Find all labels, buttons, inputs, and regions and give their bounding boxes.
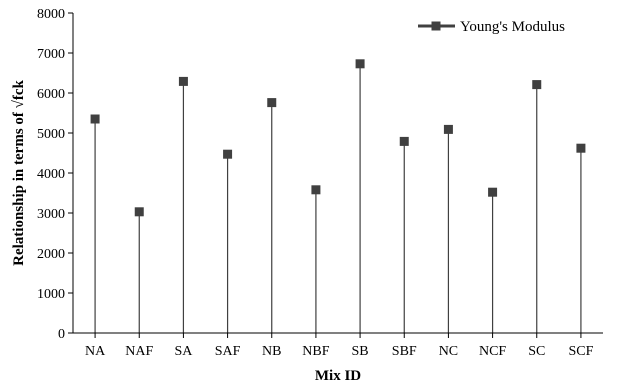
- data-stems: [94, 63, 582, 333]
- y-tick-label: 5000: [37, 127, 65, 142]
- x-tick-label: NA: [85, 344, 106, 359]
- y-axis-ticks: 0 1000 2000 3000 4000 5000 6000 7000 8000: [37, 7, 73, 342]
- y-tick-label: 0: [58, 327, 65, 342]
- data-point-marker: [355, 59, 365, 69]
- data-markers: [90, 59, 586, 217]
- x-tick-label: NB: [262, 344, 281, 359]
- x-tick-label: SB: [352, 344, 369, 359]
- data-point-marker: [532, 80, 542, 90]
- data-point-marker: [134, 207, 144, 217]
- data-point-marker: [576, 143, 586, 153]
- data-point-marker: [90, 114, 100, 124]
- x-tick-label: NAF: [125, 344, 153, 359]
- x-tick-label: NBF: [302, 344, 329, 359]
- x-axis-title: Mix ID: [315, 368, 361, 384]
- y-tick-label: 1000: [37, 287, 65, 302]
- x-tick-label: SBF: [392, 344, 417, 359]
- data-point-marker: [399, 136, 409, 146]
- x-tick-label: SC: [528, 344, 545, 359]
- y-tick-label: 7000: [37, 47, 65, 62]
- x-tick-label: SAF: [215, 344, 241, 359]
- x-axis-ticks: NA NAF SA SAF NB NBF SB SBF NC NCF SC SCF: [85, 333, 594, 359]
- x-tick-label: NC: [439, 344, 458, 359]
- y-axis-title: Relationship in terms of √fck: [11, 79, 27, 265]
- data-point-marker: [267, 98, 277, 108]
- x-tick-label: SCF: [568, 344, 593, 359]
- data-point-marker: [178, 76, 188, 86]
- data-point-marker: [311, 185, 321, 195]
- legend-marker: [431, 21, 441, 31]
- y-tick-label: 4000: [37, 167, 65, 182]
- y-tick-label: 6000: [37, 87, 65, 102]
- x-tick-label: SA: [174, 344, 193, 359]
- y-tick-label: 8000: [37, 7, 65, 22]
- legend-label: Young's Modulus: [460, 19, 565, 35]
- data-point-marker: [223, 149, 233, 159]
- data-point-marker: [443, 124, 453, 134]
- y-tick-label: 2000: [37, 247, 65, 262]
- y-tick-label: 3000: [37, 207, 65, 222]
- data-point-marker: [488, 187, 498, 197]
- x-tick-label: NCF: [479, 344, 506, 359]
- legend: Young's Modulus: [418, 19, 565, 35]
